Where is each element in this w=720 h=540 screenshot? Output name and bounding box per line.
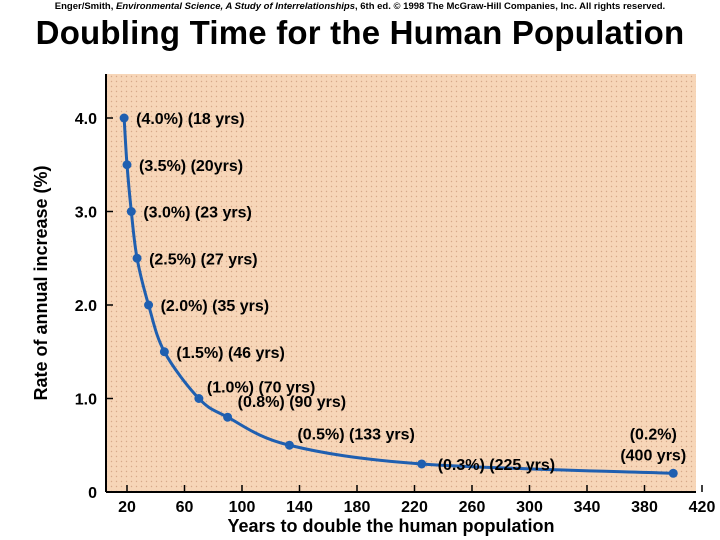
data-point (223, 412, 233, 422)
x-tick-label: 100 (229, 499, 256, 516)
y-tick-label: 3.0 (75, 205, 97, 222)
data-label: (3.0%) (23 yrs) (143, 205, 252, 222)
data-point (119, 113, 129, 123)
x-tick-label: 180 (344, 499, 371, 516)
data-point (417, 459, 427, 469)
data-label: (0.2%) (630, 426, 677, 443)
x-tick-label: 140 (286, 499, 313, 516)
data-label: (1.5%) (46 yrs) (176, 345, 285, 362)
data-label: (2.0%) (35 yrs) (161, 298, 270, 315)
data-point (144, 300, 154, 310)
data-label: (1.0%) (70 yrs) (207, 380, 316, 397)
x-tick-label: 420 (689, 499, 716, 516)
x-axis-label: Years to double the human population (227, 516, 554, 536)
data-label: (400 yrs) (620, 447, 686, 464)
x-tick-label: 380 (631, 499, 658, 516)
plot-area (106, 74, 696, 492)
data-point (159, 347, 169, 357)
x-tick-label: 300 (516, 499, 543, 516)
copyright-credit: Enger/Smith, Environmental Science, A St… (0, 1, 720, 12)
data-point (132, 253, 142, 263)
x-tick-label: 220 (401, 499, 428, 516)
x-tick-label: 20 (118, 499, 136, 516)
data-point (194, 394, 204, 403)
data-label: (2.5%) (27 yrs) (149, 251, 258, 268)
data-point (122, 160, 132, 170)
y-tick-label: 0 (88, 485, 97, 502)
x-tick-label: 340 (574, 499, 601, 516)
data-point (126, 207, 136, 216)
data-label: (4.0%) (18 yrs) (136, 111, 245, 128)
credit-book-title: Environmental Science, A Study of Interr… (116, 1, 355, 12)
data-point (668, 468, 678, 478)
y-tick-label: 1.0 (75, 392, 97, 409)
data-point (284, 440, 294, 450)
data-label: (3.5%) (20yrs) (139, 158, 243, 175)
data-label: (0.8%) (90 yrs) (238, 394, 347, 411)
x-tick-label: 60 (176, 499, 194, 516)
y-tick-label: 4.0 (75, 111, 97, 128)
data-label: (0.5%) (133 yrs) (297, 426, 414, 443)
y-tick-label: 2.0 (75, 298, 97, 315)
x-tick-label: 260 (459, 499, 486, 516)
credit-rest: , 6th ed. © 1998 The McGraw-Hill Compani… (354, 1, 666, 12)
credit-authors: Enger/Smith, (54, 1, 117, 12)
chart-title: Doubling Time for the Human Population (35, 14, 685, 51)
data-label: (0.3%) (225 yrs) (438, 457, 555, 474)
y-axis-label: Rate of annual increase (%) (31, 165, 51, 400)
